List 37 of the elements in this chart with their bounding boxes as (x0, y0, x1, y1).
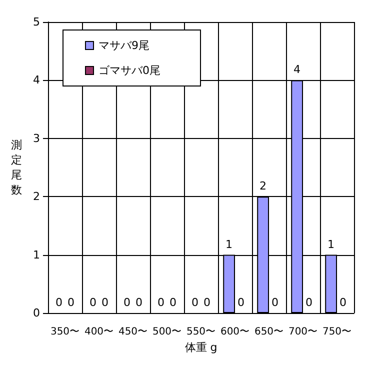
y-tick-label: 4 (33, 74, 40, 87)
x-tick-label: 400〜 (84, 326, 114, 338)
data-label: 1 (226, 238, 233, 251)
data-label: 0 (169, 296, 176, 309)
x-tick-label: 550〜 (186, 326, 216, 338)
x-tick-label: 350〜 (50, 326, 80, 338)
data-label: 4 (294, 63, 301, 76)
data-label: 0 (90, 296, 97, 309)
data-label: 0 (305, 296, 312, 309)
legend-label: マサバ9尾 (98, 39, 150, 52)
data-label: 0 (101, 296, 108, 309)
y-tick-label: 2 (33, 190, 40, 204)
data-label: 0 (237, 296, 244, 309)
data-label: 0 (67, 296, 74, 309)
x-tick-label: 750〜 (322, 326, 352, 338)
x-tick-label: 450〜 (118, 326, 148, 338)
y-tick-label: 1 (33, 248, 40, 262)
data-label: 0 (158, 296, 165, 309)
data-label: 2 (260, 180, 267, 193)
y-tick-label: 5 (33, 16, 40, 28)
y-tick-label: 3 (33, 132, 40, 145)
data-label: 0 (124, 296, 131, 309)
x-tick-label: 600〜 (220, 326, 250, 338)
x-axis-title: 体重 g (184, 340, 218, 354)
data-label: 0 (203, 296, 210, 309)
data-label: 0 (192, 296, 199, 309)
legend-label: ゴマサバ0尾 (98, 64, 160, 77)
data-label: 0 (339, 296, 346, 309)
data-label: 0 (271, 296, 278, 309)
data-label: 0 (56, 296, 63, 309)
x-tick-label: 650〜 (254, 326, 284, 338)
x-tick-label: 500〜 (152, 326, 182, 338)
data-label: 1 (328, 238, 335, 251)
data-label: 0 (135, 296, 142, 309)
y-axis-title: 測定尾数 (11, 138, 22, 196)
x-tick-label: 700〜 (288, 326, 318, 338)
y-tick-label: 0 (33, 306, 40, 320)
